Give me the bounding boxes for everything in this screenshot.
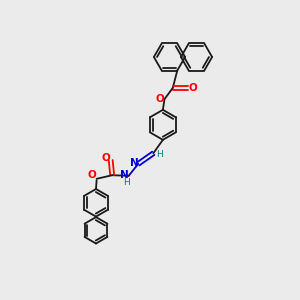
Text: O: O (101, 153, 110, 163)
Text: H: H (124, 178, 130, 187)
Text: N: N (130, 158, 139, 168)
Text: O: O (188, 83, 197, 93)
Text: O: O (155, 94, 164, 104)
Text: O: O (87, 170, 96, 180)
Text: N: N (120, 169, 129, 180)
Text: H: H (157, 150, 163, 159)
